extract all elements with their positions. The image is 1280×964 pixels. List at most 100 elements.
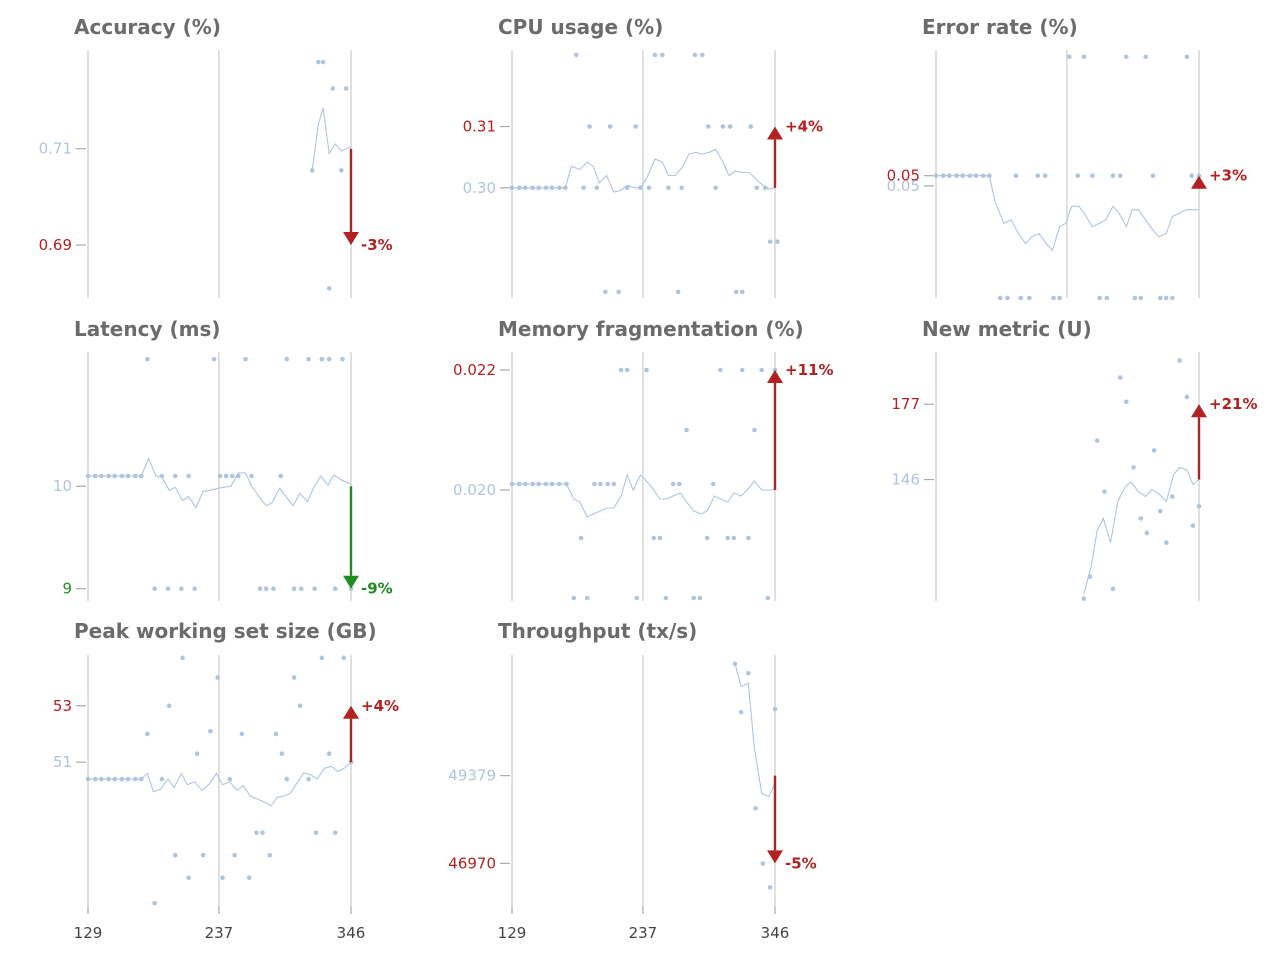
data-point bbox=[1117, 375, 1123, 380]
data-point bbox=[119, 776, 125, 782]
data-point bbox=[312, 586, 317, 592]
data-point bbox=[684, 427, 689, 433]
data-point bbox=[1104, 295, 1110, 301]
data-point bbox=[273, 731, 279, 737]
data-point bbox=[332, 586, 338, 592]
data-point bbox=[753, 806, 758, 811]
data-point bbox=[739, 289, 745, 295]
data-point bbox=[759, 367, 764, 373]
data-point bbox=[192, 586, 197, 592]
data-point bbox=[1081, 54, 1087, 60]
data-point bbox=[543, 185, 549, 191]
data-point bbox=[954, 173, 959, 178]
data-point bbox=[172, 473, 178, 479]
data-point bbox=[1110, 586, 1116, 592]
data-point bbox=[1027, 295, 1032, 301]
data-point bbox=[106, 776, 111, 782]
data-point bbox=[112, 776, 117, 782]
data-point bbox=[933, 173, 939, 178]
data-point bbox=[1123, 54, 1129, 60]
data-point bbox=[1150, 173, 1156, 178]
data-point bbox=[748, 124, 754, 129]
data-point bbox=[564, 481, 569, 487]
delta-label: -9% bbox=[361, 580, 393, 598]
data-point bbox=[752, 427, 757, 433]
data-point bbox=[1018, 295, 1024, 301]
data-point bbox=[297, 703, 303, 709]
data-point bbox=[186, 473, 191, 479]
data-point bbox=[326, 286, 332, 291]
data-point bbox=[509, 481, 515, 487]
data-point bbox=[967, 173, 973, 178]
panel-title: CPU usage (%) bbox=[498, 15, 663, 39]
baseline-label: 0.05 bbox=[887, 177, 920, 195]
x-tick-label: 129 bbox=[498, 924, 527, 942]
trend-line bbox=[311, 107, 352, 171]
data-point bbox=[692, 52, 698, 58]
panel-6: New metric (U) 146 177 +21% bbox=[891, 317, 1257, 601]
baseline-label: 0.30 bbox=[463, 179, 496, 197]
data-point bbox=[679, 185, 684, 191]
data-point bbox=[731, 535, 737, 541]
data-point bbox=[1013, 173, 1019, 178]
data-point bbox=[1005, 295, 1010, 301]
data-point bbox=[278, 473, 284, 479]
delta-label: +11% bbox=[785, 361, 833, 379]
data-point bbox=[1075, 173, 1081, 178]
data-point bbox=[1157, 508, 1163, 514]
baseline-label: 49379 bbox=[448, 767, 496, 785]
baseline-label: 0.71 bbox=[39, 140, 72, 158]
data-point bbox=[663, 595, 669, 601]
panel-title: Error rate (%) bbox=[922, 15, 1078, 39]
trend-line bbox=[512, 473, 775, 518]
data-point bbox=[676, 481, 682, 487]
data-point bbox=[516, 481, 522, 487]
data-point bbox=[194, 751, 200, 757]
trend-line bbox=[88, 761, 352, 807]
data-point bbox=[166, 703, 172, 709]
data-point bbox=[159, 776, 165, 782]
data-point bbox=[607, 124, 613, 129]
data-point bbox=[1051, 295, 1056, 301]
panel-title: Accuracy (%) bbox=[74, 15, 221, 39]
data-point bbox=[1123, 399, 1129, 405]
data-point bbox=[530, 185, 535, 191]
delta-arrowhead bbox=[767, 370, 783, 383]
data-point bbox=[119, 473, 125, 479]
data-point bbox=[592, 481, 597, 487]
data-point bbox=[313, 830, 319, 835]
data-point bbox=[523, 481, 528, 487]
data-point bbox=[670, 481, 676, 487]
data-point bbox=[530, 481, 535, 487]
data-point bbox=[739, 367, 745, 373]
data-point bbox=[125, 473, 131, 479]
data-point bbox=[1170, 295, 1175, 301]
trend-line bbox=[1083, 466, 1200, 594]
data-point bbox=[180, 655, 185, 661]
data-point bbox=[718, 367, 723, 373]
data-point bbox=[330, 86, 336, 91]
data-point bbox=[1151, 448, 1157, 453]
data-point bbox=[249, 473, 254, 479]
data-point bbox=[960, 173, 965, 178]
data-point bbox=[556, 481, 562, 487]
data-point bbox=[257, 586, 263, 592]
data-point bbox=[92, 473, 98, 479]
data-point bbox=[523, 185, 528, 191]
data-point bbox=[99, 473, 104, 479]
data-point bbox=[211, 356, 217, 362]
data-point bbox=[1117, 173, 1123, 178]
data-point bbox=[1097, 295, 1102, 301]
data-point bbox=[657, 535, 663, 541]
trend-line bbox=[734, 663, 776, 798]
delta-arrowhead bbox=[767, 126, 783, 140]
data-point bbox=[772, 706, 778, 712]
data-point bbox=[587, 124, 592, 129]
data-point bbox=[229, 473, 235, 479]
data-point bbox=[634, 595, 640, 601]
data-point bbox=[691, 595, 697, 601]
data-point bbox=[267, 852, 273, 858]
data-point bbox=[618, 367, 624, 373]
delta-arrowhead bbox=[1191, 404, 1207, 418]
data-point bbox=[727, 124, 733, 129]
